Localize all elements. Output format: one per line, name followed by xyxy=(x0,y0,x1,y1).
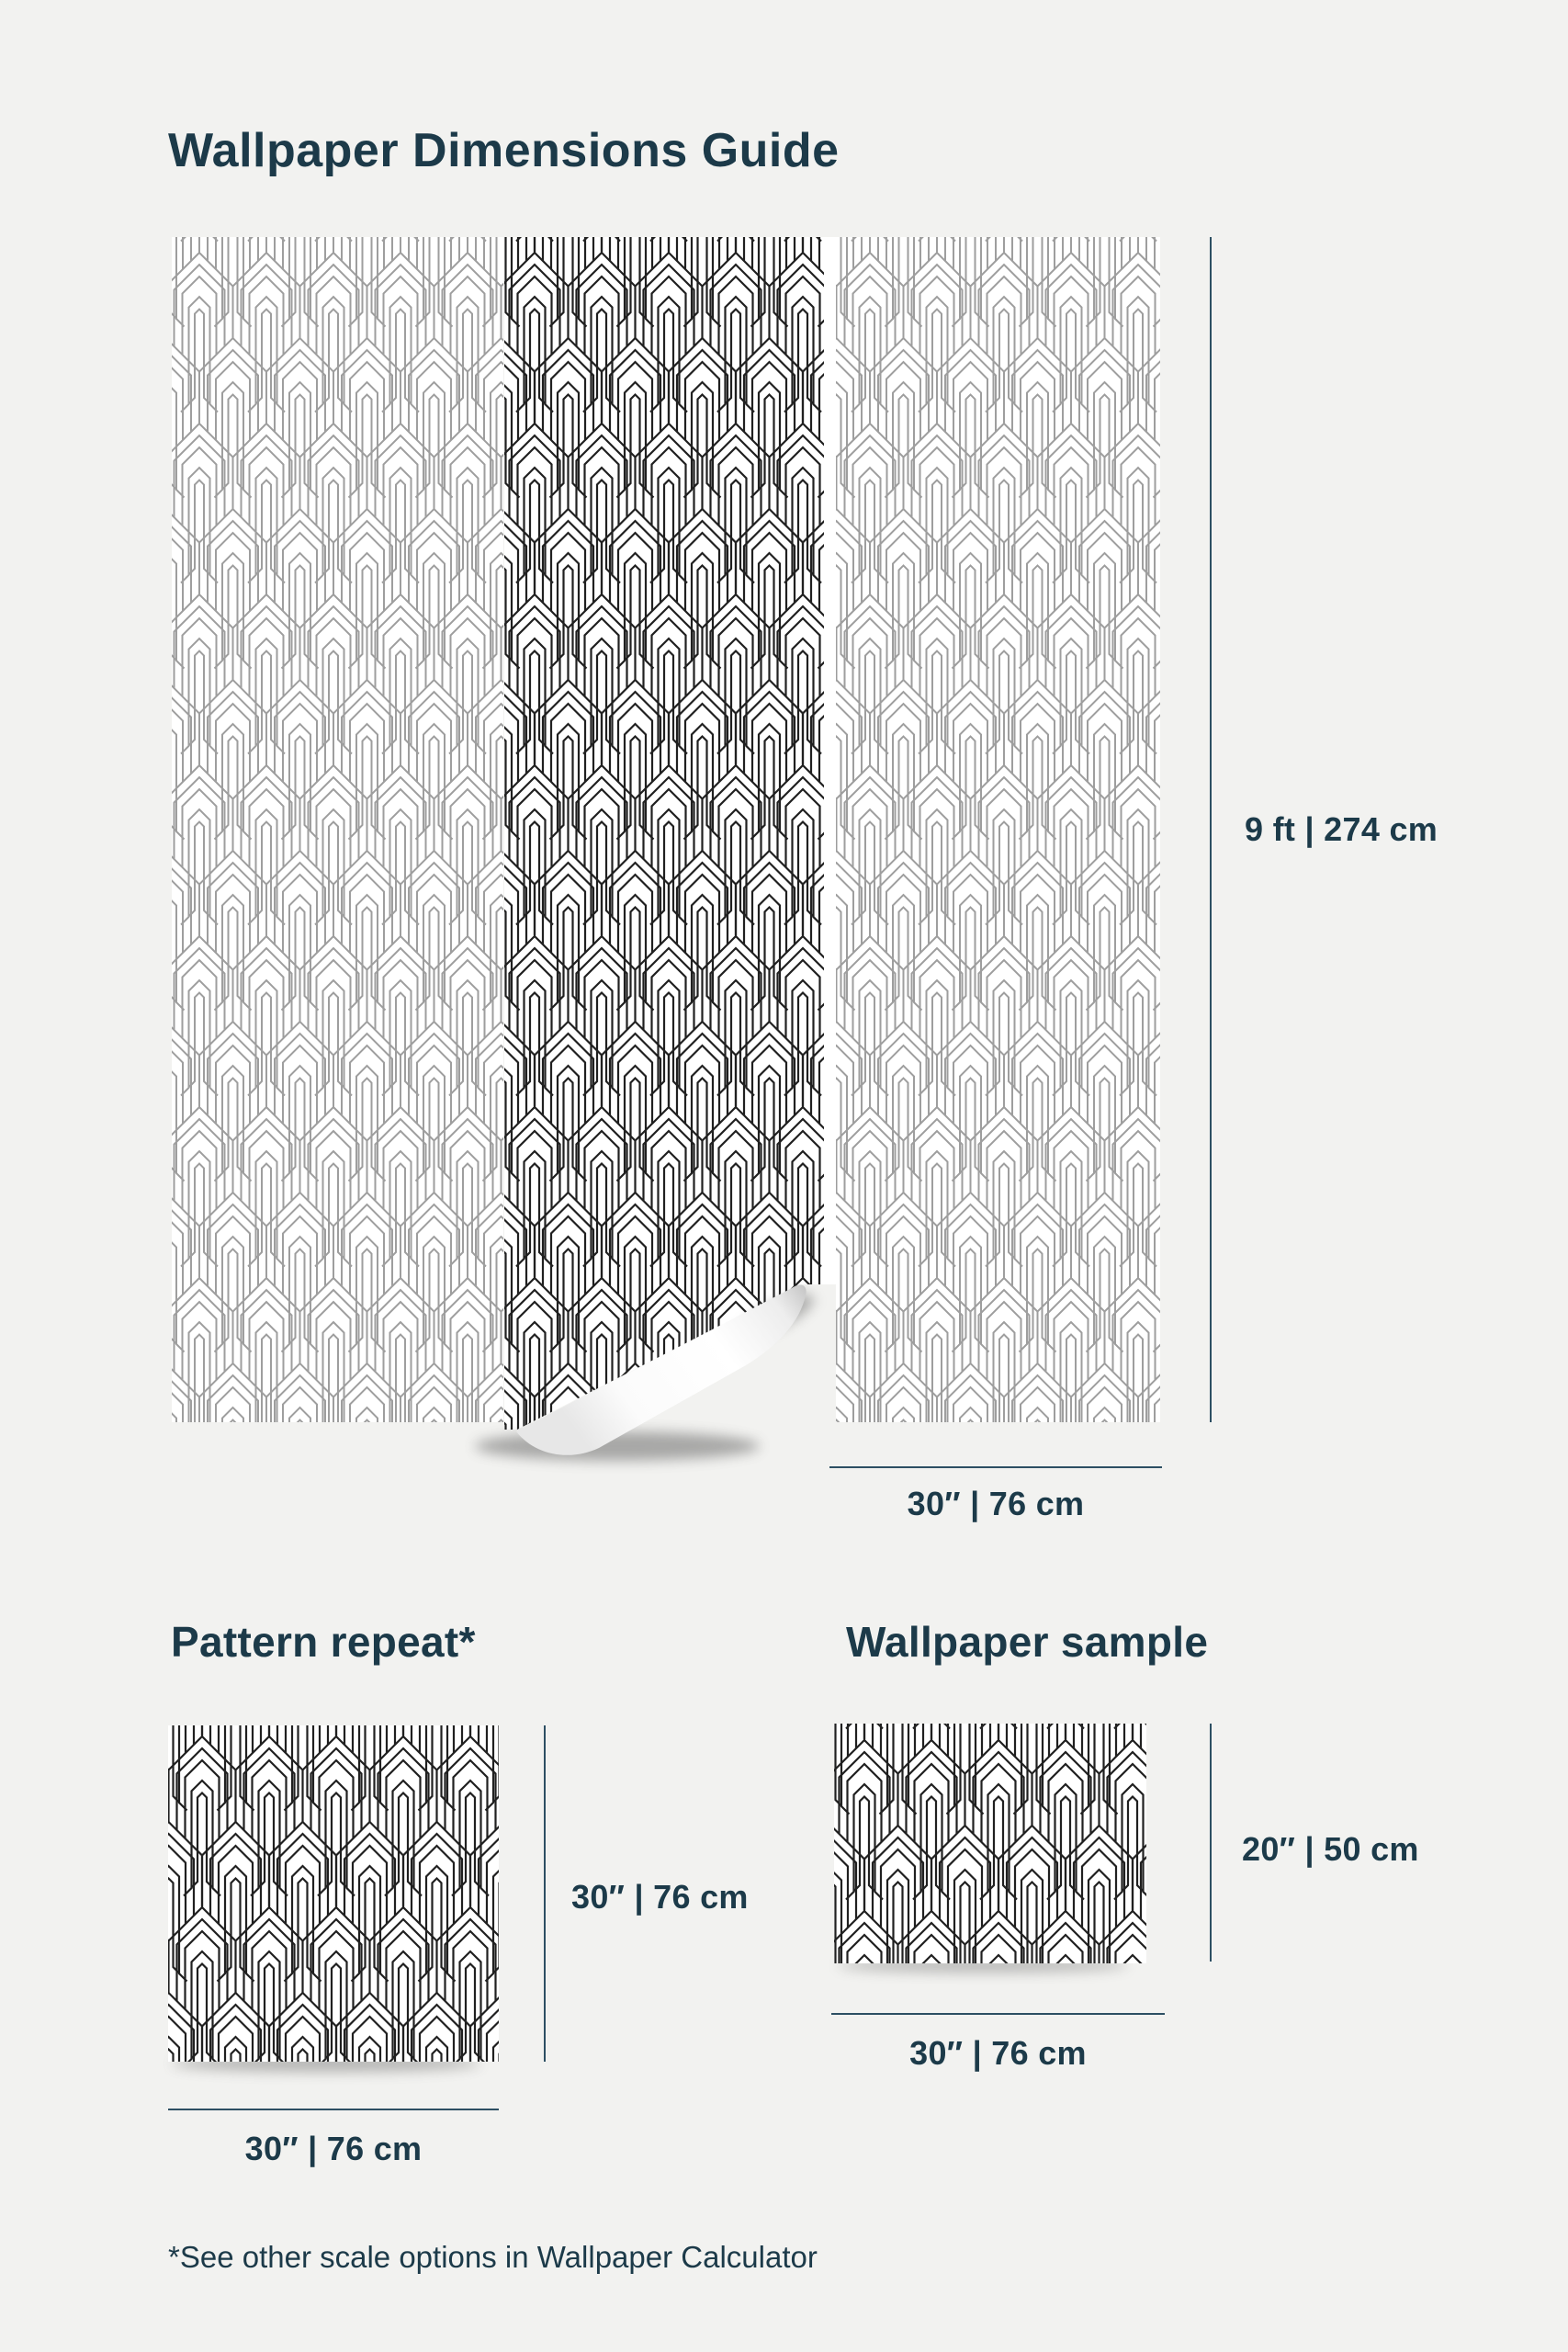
roll-strip-right xyxy=(836,237,1160,1422)
roll-width-label: 30″ | 76 cm xyxy=(907,1485,1085,1522)
wallpaper-roll xyxy=(172,237,1160,1461)
roll-strip-middle xyxy=(504,237,836,1430)
roll-height-label: 9 ft | 274 cm xyxy=(1245,810,1438,848)
pattern-repeat-heading: Pattern repeat* xyxy=(171,1618,476,1666)
sample-height-label: 20″ | 50 cm xyxy=(1242,1830,1419,1868)
wallpaper-sample-swatch xyxy=(834,1724,1146,1973)
page-title: Wallpaper Dimensions Guide xyxy=(168,124,840,177)
sample-width-label: 30″ | 76 cm xyxy=(909,2034,1087,2072)
pattern-repeat-height-label: 30″ | 76 cm xyxy=(571,1878,749,1916)
pattern-repeat-swatch xyxy=(168,1725,499,2072)
footnote: *See other scale options in Wallpaper Ca… xyxy=(168,2240,818,2274)
roll-strip-left xyxy=(172,237,503,1422)
wallpaper-sample-heading: Wallpaper sample xyxy=(846,1618,1209,1666)
pattern-repeat-width-label: 30″ | 76 cm xyxy=(244,2130,423,2167)
page-curl xyxy=(516,1284,807,1455)
